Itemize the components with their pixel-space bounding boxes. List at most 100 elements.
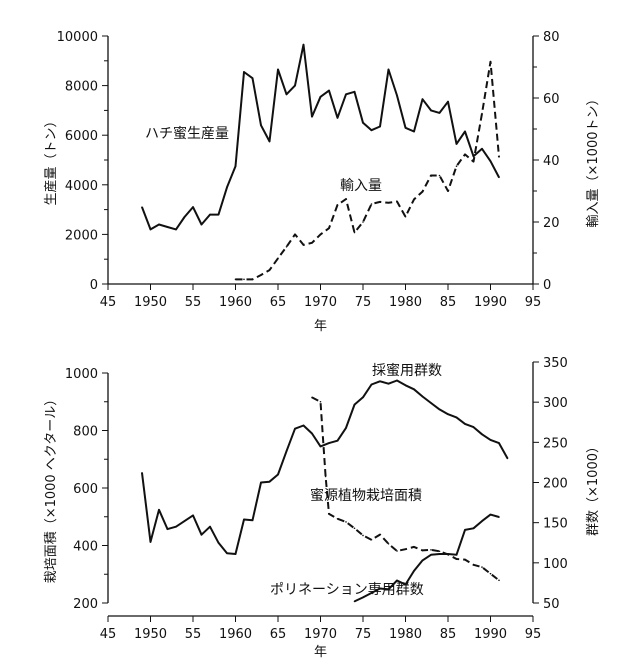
colonies-area-chart: 45 1950 55 1960 65 1970 75 1980 85 1990 95 200 400 60… [43,356,601,660]
data-point [192,514,194,517]
series-label: 採蜜用群数 [372,363,442,379]
series-label: ポリネーション専用群数 [270,582,424,598]
data-point [387,201,390,204]
data-point [430,109,432,112]
data-point [430,554,432,556]
y2-tick-label: 40 [543,154,560,169]
data-point [353,403,356,406]
y-tick-label: 10000 [57,30,98,45]
data-point [404,126,407,129]
series-label: 蜜源植物栽培面積 [310,488,422,504]
data-point [447,190,449,192]
data-point [353,91,356,93]
y2-axis-title: 輸入量（×1000トン） [586,93,601,228]
data-point [464,529,466,531]
data-point [413,198,415,201]
data-point [396,579,398,582]
series-label: ハチ蜜生産量 [145,126,229,142]
data-point [438,550,441,553]
data-point [421,549,424,552]
data-point [158,223,160,226]
data-point [455,143,458,145]
y-tick-label: 2000 [65,228,98,243]
data-point [183,520,186,522]
x-tick-label: 95 [525,295,542,310]
data-point [430,549,432,551]
data-point [447,413,449,416]
data-point [464,130,466,133]
data-point [285,93,288,96]
data-point [311,432,313,435]
x-tick-label: 45 [100,627,117,642]
y2-tick-label: 300 [543,396,568,411]
data-point [353,231,356,234]
data-point [141,206,143,208]
data-point [192,206,194,208]
data-point [158,509,160,511]
data-point [404,384,407,387]
data-point [336,439,339,442]
y2-axis-title: 群数（×1000） [586,440,601,536]
y2-tick-label: 200 [543,477,568,492]
data-point [277,68,279,71]
data-point [472,563,475,566]
x-tick-label: 1980 [389,295,422,310]
data-point [217,541,220,544]
data-point [251,278,254,281]
x-tick-label: 75 [355,627,372,642]
series-line-0 [141,379,509,555]
data-point [489,513,492,516]
data-point [328,513,330,515]
data-point [404,548,407,551]
x-tick-label: 65 [270,627,287,642]
data-point [234,165,237,167]
data-point [268,140,271,143]
data-point [464,558,466,561]
data-point [379,201,381,203]
data-point [396,94,398,97]
data-point [268,269,271,271]
data-point [285,450,288,452]
x-tick-label: 1970 [304,295,337,310]
data-point [430,174,432,177]
data-point [396,379,398,382]
x-tick-label: 45 [100,295,117,310]
data-point [183,216,186,218]
y-tick-label: 800 [73,425,98,440]
data-point [379,533,381,536]
data-point [498,516,500,518]
data-point [226,552,228,554]
data-point [328,442,330,444]
data-point [311,396,313,399]
data-point [379,587,381,590]
data-point [362,122,364,124]
y-tick-label: 6000 [65,129,98,144]
x-tick-label: 1960 [219,627,252,642]
y2-tick-label: 100 [543,557,568,572]
data-point [387,68,390,71]
data-point [472,527,475,530]
data-point [362,534,364,537]
data-point [243,71,245,73]
x-axis-title: 年 [314,645,327,660]
data-point [260,124,262,127]
data-point [455,554,458,556]
data-point [319,95,322,98]
data-point [277,473,279,476]
y2-tick-label: 250 [543,436,568,451]
data-point [362,396,364,399]
y2-tick-label: 350 [543,356,568,371]
data-point [166,528,169,530]
data-point [489,572,492,575]
x-tick-label: 1980 [389,627,422,642]
data-point [481,520,483,522]
data-point [421,395,424,398]
data-point [209,213,211,216]
data-point [362,596,364,599]
data-point [413,546,415,548]
data-point [345,93,347,96]
data-point [421,190,424,193]
data-point [438,174,441,177]
data-point [506,457,509,460]
data-point [302,244,305,246]
